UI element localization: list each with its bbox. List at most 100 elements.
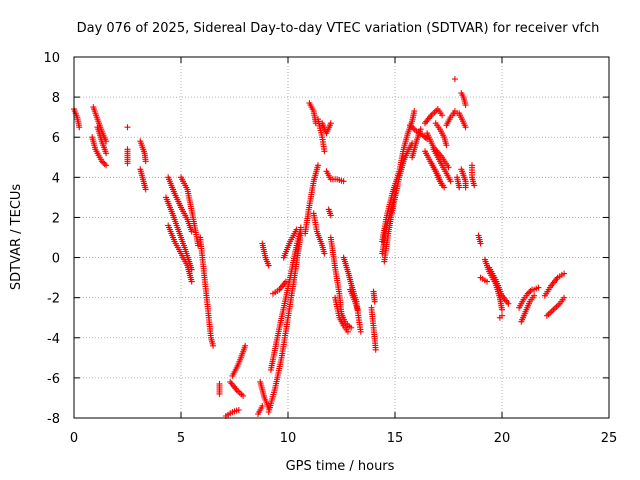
data-arc [454, 174, 463, 191]
data-point [354, 306, 361, 313]
y-tick-label: -6 [47, 372, 60, 387]
data-point [321, 250, 328, 257]
data-point [242, 342, 249, 349]
data-point [484, 278, 490, 285]
data-arc [165, 222, 195, 285]
data-point [392, 190, 398, 197]
data-arc [422, 106, 446, 127]
chart-title: Day 076 of 2025, Sidereal Day-to-day VTE… [77, 21, 600, 36]
data-point [417, 126, 424, 133]
y-tick-label: 8 [52, 91, 60, 106]
data-arc [541, 270, 568, 299]
data-arc [458, 166, 469, 191]
data-point [340, 178, 347, 185]
data-point [344, 328, 351, 335]
data-point [439, 112, 446, 119]
data-point [499, 306, 505, 313]
data-arc [424, 130, 452, 171]
data-point [124, 160, 131, 167]
data-arc [432, 120, 450, 149]
data-arc [486, 264, 512, 307]
data-point [462, 184, 469, 191]
data-point [561, 270, 568, 277]
data-point [327, 212, 334, 219]
data-arc [163, 194, 195, 273]
y-tick-label: -2 [47, 292, 60, 307]
data-arc [370, 288, 378, 305]
data-arc [422, 148, 446, 189]
data-point [188, 278, 195, 285]
data-arc [451, 110, 469, 131]
data-arc [137, 166, 149, 193]
x-tick-label: 5 [177, 431, 185, 446]
data-point [124, 124, 131, 131]
data-arc [531, 284, 542, 293]
data-arc [165, 174, 195, 235]
x-tick-label: 0 [70, 431, 78, 446]
data-arc [315, 116, 328, 155]
data-point [142, 158, 149, 165]
data-point [142, 186, 149, 193]
data-point [505, 300, 512, 307]
data-arc [325, 206, 334, 219]
data-point [210, 342, 217, 349]
data-point [462, 124, 469, 131]
data-arc [451, 76, 458, 83]
data-arc [267, 224, 304, 373]
data-arc [259, 240, 272, 269]
data-point [327, 120, 334, 127]
data-arc [379, 190, 398, 257]
data-point [216, 390, 223, 397]
data-point [451, 76, 458, 83]
data-arc [216, 380, 223, 397]
data-arc [270, 278, 289, 297]
x-tick-label: 25 [601, 431, 618, 446]
data-arc [458, 90, 469, 109]
data-point [315, 162, 321, 169]
y-tick-label: -8 [47, 412, 60, 427]
data-arc [496, 312, 505, 321]
data-point [462, 102, 469, 109]
data-arc [124, 124, 131, 131]
data-point [98, 158, 105, 165]
x-axis-label: GPS time / hours [286, 459, 395, 474]
data-point [321, 148, 328, 155]
data-point [265, 262, 272, 269]
data-point [293, 226, 300, 233]
data-point [297, 224, 304, 231]
y-tick-label: 4 [52, 171, 60, 186]
data-arc [319, 120, 334, 137]
data-point [195, 242, 202, 249]
data-point [526, 289, 533, 296]
data-arc [302, 162, 321, 237]
data-point [531, 292, 538, 299]
data-point [188, 228, 195, 235]
data-arc [280, 226, 300, 261]
y-axis-label: SDTVAR / TECUs [9, 184, 24, 291]
data-arc [178, 174, 202, 249]
axis-ticks: 0 5 10 15 20 25 -8 -6 -4 -2 0 2 4 6 8 10 [43, 51, 617, 446]
y-tick-label: 10 [43, 51, 60, 66]
data-point [535, 284, 542, 291]
data-point [456, 184, 463, 191]
data-arc [197, 234, 217, 349]
data-point [524, 290, 531, 297]
data-arc [323, 168, 347, 185]
data-arc [469, 162, 478, 189]
data-arc [255, 403, 266, 417]
data-point [282, 278, 289, 285]
data-arc [227, 378, 247, 399]
data-arc [137, 138, 149, 165]
data-point [348, 324, 355, 331]
data-point [357, 328, 364, 335]
data-point [439, 182, 446, 189]
data-arc [430, 146, 454, 185]
data-point [259, 403, 266, 409]
data-point [411, 108, 418, 115]
data-point [477, 240, 484, 247]
data-arc [90, 104, 110, 145]
y-tick-label: 6 [52, 131, 60, 146]
data-point [443, 142, 450, 149]
data-arc [543, 294, 568, 319]
